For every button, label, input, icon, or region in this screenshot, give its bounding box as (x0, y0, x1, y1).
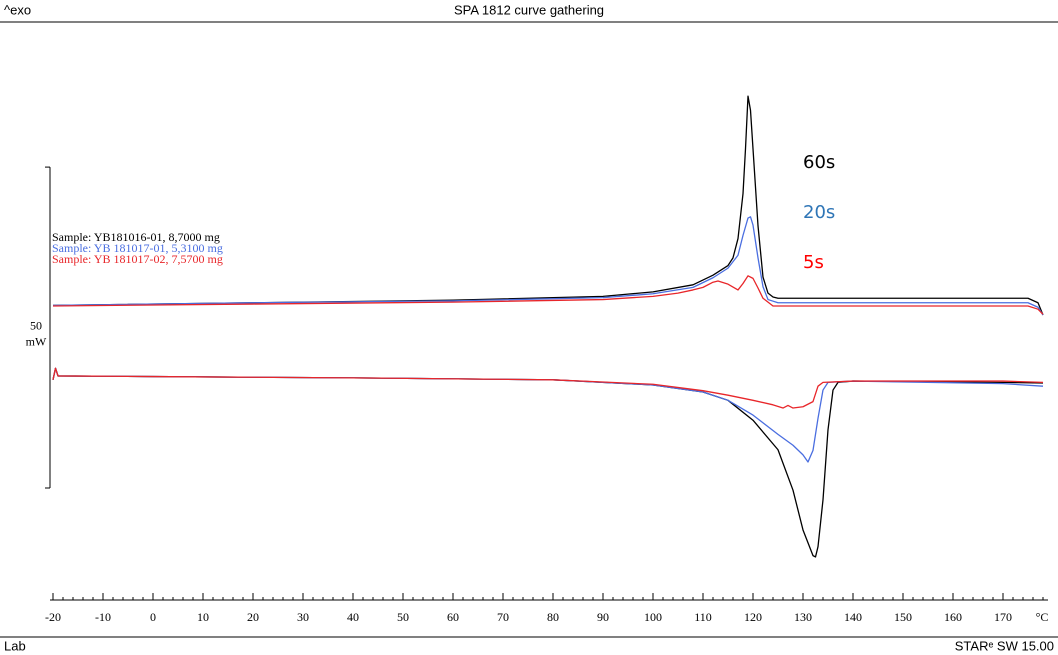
footer-right: STARᵉ SW 15.00 (955, 638, 1054, 653)
header-left: ^exo (4, 2, 31, 17)
x-tick-label: 140 (844, 610, 862, 624)
x-tick-label: 130 (794, 610, 812, 624)
x-tick-label: 170 (994, 610, 1012, 624)
annotation: 5s (803, 252, 824, 273)
x-tick-label: 120 (744, 610, 762, 624)
x-tick-label: 80 (547, 610, 559, 624)
heating-curve (52, 216, 1044, 316)
x-axis-label: °C (1036, 610, 1049, 624)
x-tick-label: 100 (644, 610, 662, 624)
annotation: 60s (803, 152, 835, 173)
cooling-curve (52, 367, 1044, 558)
x-tick-label: 30 (297, 610, 309, 624)
annotation: 20s (803, 202, 835, 223)
x-tick-label: 150 (894, 610, 912, 624)
cooling-curve (52, 367, 1044, 463)
chart-title: SPA 1812 curve gathering (454, 2, 604, 17)
heating-curve (52, 95, 1044, 316)
x-tick-label: 40 (347, 610, 359, 624)
x-tick-label: 10 (197, 610, 209, 624)
x-tick-label: -20 (45, 610, 61, 624)
legend-entry: Sample: YB181016-01, 8,7000 mg (52, 230, 220, 244)
x-tick-label: 50 (397, 610, 409, 624)
footer-left: Lab (4, 638, 26, 653)
x-tick-label: -10 (95, 610, 111, 624)
x-tick-label: 70 (497, 610, 509, 624)
x-tick-label: 160 (944, 610, 962, 624)
scale-bar-value: 50 (30, 318, 42, 332)
x-tick-label: 20 (247, 610, 259, 624)
x-tick-label: 60 (447, 610, 459, 624)
scale-bar-unit: mW (26, 334, 47, 348)
x-tick-label: 90 (597, 610, 609, 624)
x-tick-label: 110 (694, 610, 712, 624)
heating-curve (52, 275, 1044, 315)
cooling-curve (52, 367, 1044, 409)
x-tick-label: 0 (150, 610, 156, 624)
legend-entry: Sample: YB 181017-01, 5,3100 mg (52, 241, 223, 255)
legend-entry: Sample: YB 181017-02, 7,5700 mg (52, 252, 223, 266)
